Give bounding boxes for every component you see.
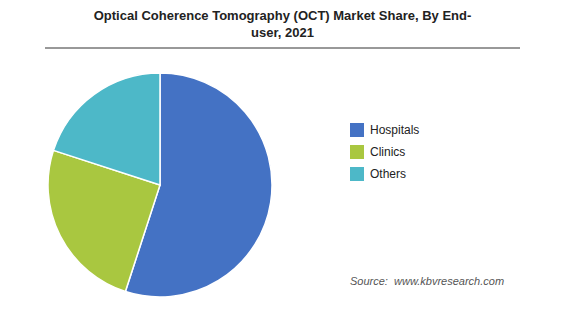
legend-item: Hospitals	[350, 123, 419, 137]
legend-swatch	[350, 167, 364, 181]
pie	[48, 73, 272, 297]
title-line: user, 2021	[251, 25, 314, 40]
legend-label: Others	[370, 167, 406, 181]
title: Optical Coherence Tomography (OCT) Marke…	[94, 8, 472, 40]
legend-item: Clinics	[350, 145, 405, 159]
title-line: Optical Coherence Tomography (OCT) Marke…	[94, 8, 472, 23]
legend-swatch	[350, 123, 364, 137]
source-note: Source: www.kbvresearch.com	[350, 275, 504, 287]
title-underline	[45, 48, 520, 49]
legend-label: Clinics	[370, 145, 405, 159]
pie-slice	[53, 73, 160, 185]
legend-label: Hospitals	[370, 123, 419, 137]
legend-swatch	[350, 145, 364, 159]
legend: Hospitals Clinics Others	[350, 123, 419, 181]
legend-item: Others	[350, 167, 406, 181]
chart: Optical Coherence Tomography (OCT) Marke…	[0, 0, 565, 313]
